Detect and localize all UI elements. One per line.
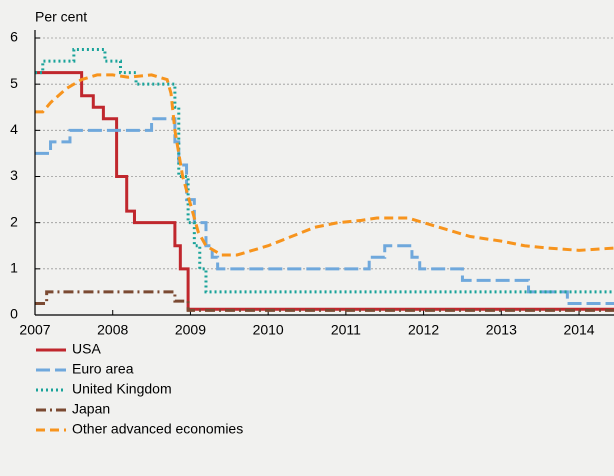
legend-label: Other advanced economies <box>72 421 243 437</box>
legend-label: Euro area <box>72 361 134 377</box>
legend-label: USA <box>72 341 101 357</box>
y-tick-label: 3 <box>10 167 18 183</box>
series-line <box>35 73 614 257</box>
x-tick-label: 2009 <box>175 322 206 338</box>
y-axis-label: Per cent <box>35 9 87 25</box>
y-tick-label: 2 <box>10 213 18 229</box>
series-line <box>35 48 614 294</box>
y-tick-label: 1 <box>10 260 18 276</box>
y-tick-label: 5 <box>10 75 18 91</box>
x-tick-label: 2013 <box>486 322 517 338</box>
x-tick-label: 2012 <box>408 322 439 338</box>
y-tick-label: 0 <box>10 306 18 322</box>
legend-label: Japan <box>72 401 110 417</box>
series-line <box>35 71 614 311</box>
x-tick-label: 2007 <box>19 322 50 338</box>
y-tick-label: 6 <box>10 29 18 45</box>
x-tick-label: 2011 <box>331 322 361 338</box>
y-tick-label: 4 <box>10 121 18 137</box>
series-line <box>35 117 614 305</box>
x-tick-label: 2008 <box>97 322 128 338</box>
series-line <box>35 290 614 312</box>
legend-label: United Kingdom <box>72 381 172 397</box>
x-tick-label: 2010 <box>253 322 284 338</box>
x-tick-label: 2014 <box>563 322 594 338</box>
